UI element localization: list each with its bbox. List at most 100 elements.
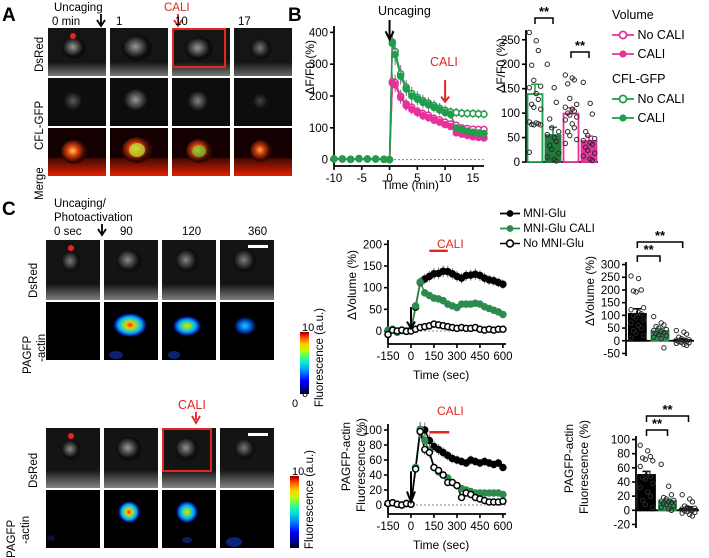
micrograph-a-merge-0 <box>48 128 106 176</box>
panel-c-letter: C <box>2 199 16 220</box>
svg-text:100: 100 <box>601 310 620 322</box>
legend-b-item-cfl-nocali: No CALI <box>612 92 685 106</box>
panel-a-time-0: 0 min <box>52 16 81 28</box>
cali-region-box-c <box>162 428 212 472</box>
svg-text:600: 600 <box>493 521 512 533</box>
legend-b-item-volume-cali: CALI <box>612 47 665 61</box>
svg-text:100: 100 <box>611 435 630 447</box>
panel-b-line-xlabel: Time (min) <box>382 178 439 192</box>
panel-c-volume-bar-ylabel: ΔVolume (%) <box>583 256 597 327</box>
micrograph-a-dsred-0 <box>48 28 106 76</box>
colorbar-top <box>300 332 309 394</box>
panel-c-header-2: Photoactivation <box>54 212 133 224</box>
legend-marker-filled-green-icon <box>612 114 634 122</box>
svg-text:**: ** <box>652 416 663 431</box>
panel-c-time-3: 360 <box>248 226 268 238</box>
svg-text:40: 40 <box>369 470 382 482</box>
legend-marker-filled-pink-icon <box>612 50 634 58</box>
panel-a-row-dsred: DsRed <box>34 36 46 72</box>
panel-a-cali-label: CALI <box>164 2 190 14</box>
svg-text:5: 5 <box>414 173 420 185</box>
panel-a-letter: A <box>2 5 16 26</box>
svg-text:0: 0 <box>408 521 414 533</box>
panel-b-bar-ylabel: ΔF/F0 (%) <box>494 38 508 93</box>
colorbar-bottom-min: 0 <box>292 398 299 410</box>
legend-c-no-mni-glu: No MNI-Glu <box>500 238 584 250</box>
panel-a-time-3: 17 <box>238 16 251 28</box>
svg-text:50: 50 <box>369 304 382 316</box>
svg-text:300: 300 <box>601 260 620 272</box>
micrograph-c-pagfp-bot-3 <box>220 490 274 548</box>
svg-text:0: 0 <box>614 336 620 348</box>
panel-c-pagfp-ylabel-1: PAGFP-actin <box>339 422 353 492</box>
svg-text:400: 400 <box>309 27 328 39</box>
micrograph-c-dsred-top-3 <box>220 240 274 300</box>
svg-text:450: 450 <box>470 521 489 533</box>
panel-c-row-pagfp-bottom: PAGFP <box>6 519 18 558</box>
svg-text:200: 200 <box>309 91 328 103</box>
panel-c-row-dsred-top: DsRed <box>28 262 40 298</box>
legend-marker-black-icon <box>500 210 520 217</box>
panel-c-pagfp-cali: CALI <box>437 404 464 418</box>
svg-text:100: 100 <box>363 425 382 437</box>
svg-text:**: ** <box>662 402 673 417</box>
panel-b-uncaging-title: Uncaging <box>378 4 431 18</box>
svg-text:150: 150 <box>601 298 620 310</box>
colorbar-top-max: 10 <box>302 322 315 334</box>
panel-c-row-pagfp-top: PAGFP <box>22 335 34 374</box>
micrograph-c-dsred-bot-2 <box>162 428 216 488</box>
uncaging-arrow-a-icon <box>96 14 106 28</box>
micrograph-c-dsred-top-1 <box>104 240 158 300</box>
svg-text:80: 80 <box>617 449 630 461</box>
legend-marker-open-icon <box>500 239 520 248</box>
micrograph-a-dsred-3 <box>234 28 292 76</box>
scale-bar-c-top <box>248 245 268 248</box>
svg-text:50: 50 <box>607 323 620 335</box>
panel-c-pagfp-bar-chart: -20 0 20 40 60 80 100 **** <box>611 402 699 531</box>
cali-region-box-a <box>172 28 226 68</box>
panel-b-line-chart: 0 100 200 300 400 -10 -5 0 5 10 15 <box>309 20 488 185</box>
micrograph-a-dsred-2 <box>172 28 230 76</box>
panel-c-volume-ylabel: ΔVolume (%) <box>345 250 359 321</box>
panel-a-row-cflgfp: CFL-GFP <box>34 100 46 150</box>
svg-text:150: 150 <box>424 351 443 363</box>
micrograph-c-dsred-top-2 <box>162 240 216 300</box>
micrograph-a-merge-3 <box>234 128 292 176</box>
micrograph-c-dsred-bot-0 <box>46 428 100 488</box>
panel-c-pagfp-line-chart: 0 20 40 60 80 100 -150 0 150 300 450 600 <box>363 421 513 533</box>
svg-text:**: ** <box>539 4 550 19</box>
svg-text:**: ** <box>644 242 655 257</box>
micrograph-a-cflgfp-3 <box>234 78 292 126</box>
panel-c-row-pagfp-bottom-2: -actin <box>20 515 32 544</box>
colorbar-bottom-label: Fluorescence (a.u.) <box>304 450 316 550</box>
uncaging-arrow-c-icon <box>97 224 107 237</box>
svg-text:300: 300 <box>447 521 466 533</box>
svg-text:0: 0 <box>376 500 382 512</box>
svg-text:-150: -150 <box>376 521 399 533</box>
legend-c-label-0: MNI-Glu <box>523 208 567 220</box>
panel-c-row-dsred-bottom: DsRed <box>28 452 40 488</box>
svg-text:0: 0 <box>322 155 328 167</box>
micrograph-a-cflgfp-0 <box>48 78 106 126</box>
panel-b-letter: B <box>288 5 302 26</box>
panel-a-row-merge: Merge <box>34 167 46 200</box>
svg-text:60: 60 <box>617 463 630 475</box>
svg-text:250: 250 <box>501 35 520 47</box>
micrograph-a-merge-1 <box>110 128 168 176</box>
svg-text:250: 250 <box>601 272 620 284</box>
panel-c-pagfp-bar-ylabel-1: PAGFP-actin <box>562 424 576 494</box>
svg-text:300: 300 <box>309 59 328 71</box>
svg-text:40: 40 <box>617 477 630 489</box>
panel-c-volume-xlabel: Time (sec) <box>413 368 470 382</box>
legend-c-label-2: No MNI-Glu <box>523 238 584 250</box>
micrograph-c-pagfp-bot-2 <box>162 490 216 548</box>
svg-text:600: 600 <box>493 351 512 363</box>
svg-text:20: 20 <box>369 485 382 497</box>
svg-text:-50: -50 <box>603 348 620 360</box>
colorbar-top-min: 0 <box>302 388 309 400</box>
panel-b-cali-annotation: CALI <box>430 55 458 69</box>
svg-text:**: ** <box>575 38 586 53</box>
svg-text:200: 200 <box>501 59 520 71</box>
svg-text:200: 200 <box>363 239 382 251</box>
